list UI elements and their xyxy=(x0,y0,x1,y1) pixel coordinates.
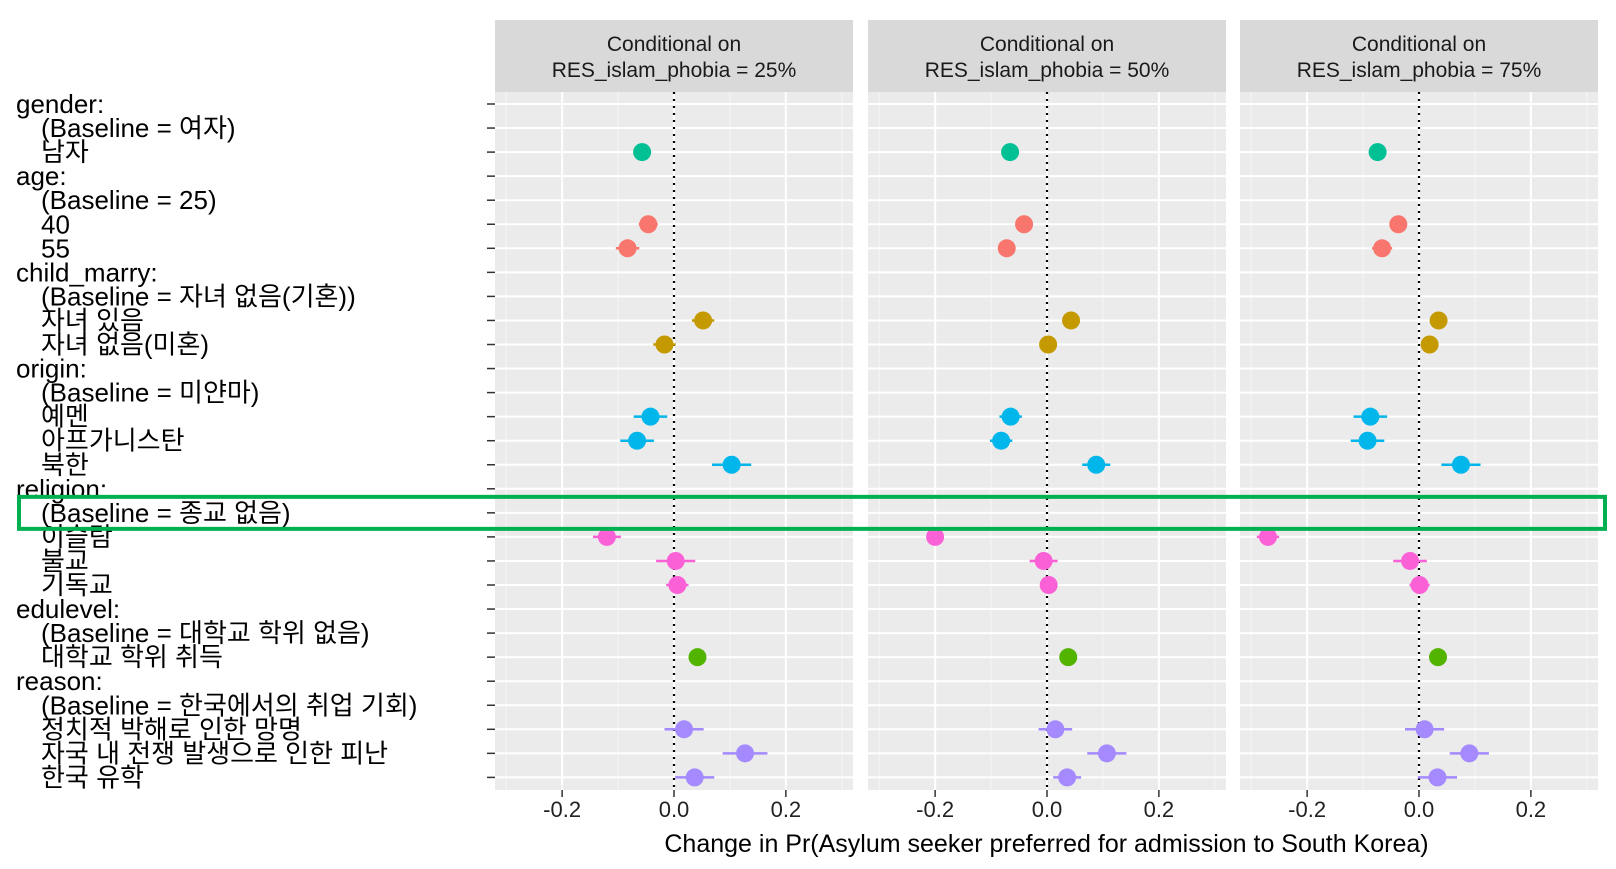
row-label: origin: xyxy=(16,354,87,384)
row-label: 자녀 있음 xyxy=(41,305,144,335)
facet-strip xyxy=(868,20,1226,92)
data-point xyxy=(685,768,704,787)
row-label: (Baseline = 한국에서의 취업 기회) xyxy=(41,690,417,720)
facet-title-line1: Conditional on xyxy=(607,33,741,56)
x-tick-label: 0.0 xyxy=(1032,797,1063,822)
data-point xyxy=(666,551,685,570)
row-label: 기독교 xyxy=(41,570,113,600)
row-label: 자녀 없음(미혼) xyxy=(41,330,209,360)
row-label: 정치적 박해로 인한 망명 xyxy=(41,714,302,744)
row-label: age: xyxy=(16,161,67,191)
data-point xyxy=(1361,407,1380,426)
data-point xyxy=(1415,720,1434,739)
data-point xyxy=(992,431,1011,450)
data-point xyxy=(1015,215,1034,234)
facet-title-line1: Conditional on xyxy=(1352,33,1486,56)
row-label: 남자 xyxy=(41,137,89,167)
facet-title-line1: Conditional on xyxy=(980,33,1114,56)
facet-title-line2: RES_islam_phobia = 50% xyxy=(925,59,1170,82)
row-label: 북한 xyxy=(41,450,89,480)
data-point xyxy=(1087,455,1106,474)
data-point xyxy=(633,143,652,162)
data-point xyxy=(628,431,647,450)
data-point xyxy=(1059,648,1078,667)
row-label: 아프가니스탄 xyxy=(41,426,185,456)
row-label: (Baseline = 25) xyxy=(41,185,217,215)
data-point xyxy=(1358,431,1377,450)
data-point xyxy=(668,576,687,594)
x-tick-label: 0.2 xyxy=(1516,797,1547,822)
data-point xyxy=(997,239,1016,258)
data-point xyxy=(675,720,694,739)
row-label: reason: xyxy=(16,666,103,696)
data-point xyxy=(1001,407,1020,426)
data-point xyxy=(926,527,945,546)
data-point xyxy=(1410,576,1429,594)
x-tick-label: -0.2 xyxy=(543,797,581,822)
data-point xyxy=(694,311,713,330)
facet-strip xyxy=(1240,20,1598,92)
row-label: 40 xyxy=(41,209,70,239)
x-tick-label: -0.2 xyxy=(1288,797,1326,822)
x-tick-label: 0.2 xyxy=(1144,797,1175,822)
data-point xyxy=(1389,215,1408,234)
row-label: gender: xyxy=(16,89,104,119)
data-point xyxy=(641,407,660,426)
data-point xyxy=(1062,311,1081,330)
row-label: child_marry: xyxy=(16,257,158,287)
facet-title-line2: RES_islam_phobia = 75% xyxy=(1297,59,1542,82)
data-point xyxy=(655,335,674,354)
row-label: 예멘 xyxy=(41,402,89,432)
data-point xyxy=(1429,648,1448,667)
data-point xyxy=(1420,335,1439,354)
x-tick-label: 0.0 xyxy=(659,797,690,822)
data-point xyxy=(1460,744,1479,763)
x-tick-label: -0.2 xyxy=(916,797,954,822)
data-point xyxy=(1373,239,1392,258)
data-point xyxy=(597,527,616,546)
x-axis-title: Change in Pr(Asylum seeker preferred for… xyxy=(664,830,1428,858)
x-tick-label: 0.2 xyxy=(771,797,802,822)
row-label: (Baseline = 미얀마) xyxy=(41,378,259,408)
row-label: 자국 내 전쟁 발생으로 인한 피난 xyxy=(41,738,388,768)
data-point xyxy=(1039,576,1058,594)
facet-title-line2: RES_islam_phobia = 25% xyxy=(552,59,797,82)
data-point xyxy=(688,648,707,667)
data-point xyxy=(1368,143,1387,162)
data-point xyxy=(1097,744,1116,763)
row-label: 대학교 학위 취득 xyxy=(41,642,223,672)
data-point xyxy=(722,455,741,474)
data-point xyxy=(639,215,658,234)
data-point xyxy=(1046,720,1065,739)
row-label: (Baseline = 대학교 학위 없음) xyxy=(41,618,370,648)
row-label: (Baseline = 여자) xyxy=(41,113,236,143)
row-label: 한국 유학 xyxy=(41,762,144,792)
row-label: (Baseline = 종교 없음) xyxy=(41,498,291,528)
data-point xyxy=(1001,143,1020,162)
data-point xyxy=(618,239,637,258)
facet-strip xyxy=(495,20,853,92)
data-point xyxy=(1034,551,1053,570)
data-point xyxy=(1451,455,1470,474)
row-label: 55 xyxy=(41,233,70,263)
data-point xyxy=(1039,335,1058,354)
highlight-box xyxy=(17,494,1607,531)
data-point xyxy=(1058,768,1077,787)
x-tick-label: 0.0 xyxy=(1404,797,1435,822)
data-point xyxy=(1401,551,1420,570)
row-label: (Baseline = 자녀 없음(기혼)) xyxy=(41,281,356,311)
row-label: 불교 xyxy=(41,546,89,576)
data-point xyxy=(1429,311,1448,330)
data-point xyxy=(1428,768,1447,787)
data-point xyxy=(736,744,755,763)
row-label: edulevel: xyxy=(16,594,120,624)
data-point xyxy=(1258,527,1277,546)
